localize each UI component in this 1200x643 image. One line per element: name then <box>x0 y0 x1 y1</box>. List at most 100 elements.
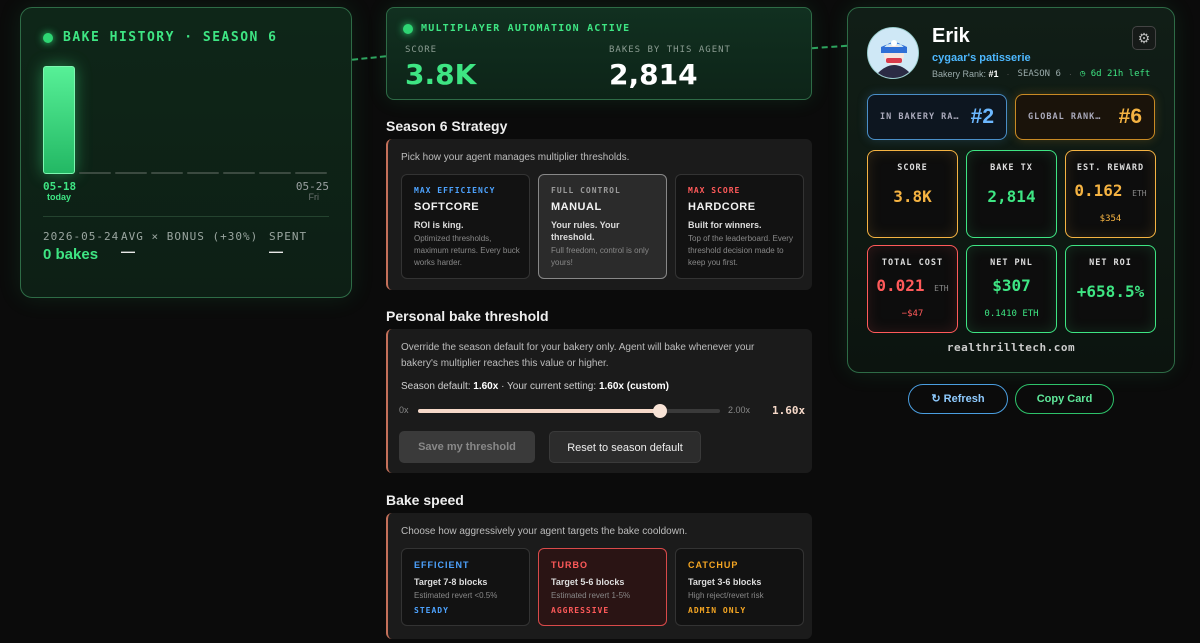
speed-option-turbo[interactable]: TURBO Target 5-6 blocks Estimated revert 1… <box>538 548 667 626</box>
score-value: 3.8K <box>405 58 477 91</box>
active-dot-icon <box>403 23 413 34</box>
option-summary: ROI is king. <box>414 220 464 230</box>
speed-title: Bake speed <box>386 492 464 508</box>
speed-tag: AGGRESSIVE <box>551 606 610 615</box>
status-dot-icon <box>43 32 53 43</box>
stat-tile-bake-tx: BAKE TX 2,814 <box>966 150 1057 238</box>
strategy-option-hardcore[interactable]: MAX SCORE HARDCORE Built for winners. Top o… <box>675 174 804 279</box>
option-summary: Built for winners. <box>688 220 762 230</box>
speed-tag: STEADY <box>414 606 449 615</box>
profile-card: Erik cygaar's patisserie Bakery Rank: #1… <box>847 7 1175 373</box>
start-date-tag: today <box>47 192 72 202</box>
stat-tile-score: SCORE 3.8K <box>867 150 958 238</box>
option-label: MAX SCORE <box>688 186 741 195</box>
speed-target: Target 3-6 blocks <box>688 577 762 587</box>
speed-panel: Choose how aggressively your agent targe… <box>386 513 812 639</box>
season-label: SEASON 6 <box>1017 69 1061 79</box>
history-bar <box>79 172 111 174</box>
tile-value-line: 2,814 <box>967 187 1056 206</box>
bakery-rank-number: #2 <box>970 105 994 128</box>
history-bar <box>295 172 327 174</box>
strategy-option-softcore[interactable]: MAX EFFICIENCY SOFTCORE ROI is king. Optimi… <box>401 174 530 279</box>
connector-right <box>811 44 848 50</box>
refresh-button[interactable]: ↻ Refresh <box>908 384 1008 414</box>
tile-value-line: 3.8K <box>868 187 957 206</box>
tile-value: 3.8K <box>893 187 932 206</box>
connector-left <box>351 55 387 61</box>
tile-sub: 0.1410 ETH <box>984 309 1039 319</box>
site-url: realthrilltech.com <box>946 341 1076 354</box>
settings-gear-icon[interactable]: ⚙ <box>1132 26 1156 50</box>
current-value: 1.60x (custom) <box>598 381 669 392</box>
slider-max-label: 2.00x <box>728 405 751 415</box>
spent-stat: SPENT — <box>269 230 307 259</box>
tile-label: EST. REWARD <box>1076 163 1145 173</box>
bakery-rank-prefix: Bakery Rank: <box>932 69 989 79</box>
option-name: SOFTCORE <box>414 201 480 213</box>
tile-value-line: 0.021 ETH <box>868 276 957 295</box>
option-summary: Your rules. Your threshold. <box>551 220 620 242</box>
history-bar <box>151 172 183 174</box>
threshold-desc: Override the season default for your bak… <box>401 342 755 369</box>
automation-card: MULTIPLAYER AUTOMATION ACTIVE SCORE 3.8K… <box>386 7 812 100</box>
bake-history-chart <box>43 66 331 174</box>
bake-history-header: BAKE HISTORY · SEASON 6 <box>43 30 278 45</box>
avg-bonus-stat: AVG × BONUS (+30%) — <box>121 230 258 259</box>
option-detail: Optimized thresholds, maximum returns. E… <box>414 234 520 267</box>
profile-meta: Bakery Rank: #1 · SEASON 6 · ◷ 6d 21h le… <box>932 69 1150 79</box>
avg-bonus-value: — <box>121 243 135 259</box>
season-timer: ◷ 6d 21h left <box>1079 69 1151 79</box>
profile-name: Erik <box>932 25 970 47</box>
speed-detail: Estimated revert 1-5% <box>551 591 631 600</box>
tile-value: +658.5% <box>1076 282 1145 301</box>
option-label: FULL CONTROL <box>551 186 621 195</box>
end-date-tag: Fri <box>308 192 320 202</box>
meta-separator: · <box>1068 69 1072 79</box>
stat-tile-total-cost: TOTAL COST 0.021 ETH −$47 <box>867 245 958 333</box>
tile-label: NET PNL <box>990 258 1033 268</box>
threshold-title: Personal bake threshold <box>386 308 549 324</box>
threshold-slider[interactable] <box>418 404 720 418</box>
global-rank-badge: GLOBAL RANK… #6 <box>1015 94 1155 140</box>
tile-label: BAKE TX <box>990 163 1033 173</box>
speed-name: EFFICIENT <box>414 560 470 570</box>
tile-unit: ETH <box>1132 189 1147 198</box>
reset-default-button[interactable]: Reset to season default <box>549 431 701 463</box>
speed-detail: Estimated revert <0.5% <box>414 591 498 600</box>
option-detail: Top of the leaderboard. Every threshold … <box>688 234 793 267</box>
speed-target: Target 5-6 blocks <box>551 577 625 587</box>
tile-value: $307 <box>992 276 1031 295</box>
bakery-rank-text: Bakery Rank: #1 <box>932 69 999 79</box>
day-stat-value: 0 bakes <box>43 246 99 263</box>
tile-label: NET ROI <box>1089 258 1132 268</box>
end-date-label: 05-25 <box>295 180 329 193</box>
copy-card-button[interactable]: Copy Card <box>1015 384 1114 414</box>
speed-desc: Choose how aggressively your agent targe… <box>401 526 688 537</box>
save-threshold-button[interactable]: Save my threshold <box>399 431 535 463</box>
avatar <box>867 27 919 79</box>
bakery-name[interactable]: cygaar's patisserie <box>932 52 1031 64</box>
option-name: HARDCORE <box>688 201 756 213</box>
default-prefix: Season default: <box>401 381 474 392</box>
history-bar <box>223 172 255 174</box>
day-stat-label: 2026-05-24 <box>43 230 120 243</box>
threshold-setting-line: Season default: 1.60x · Your current set… <box>401 379 669 395</box>
strategy-option-manual[interactable]: FULL CONTROL MANUAL Your rules. Your thres… <box>538 174 667 279</box>
strategy-panel: Pick how your agent manages multiplier t… <box>386 139 812 290</box>
slider-handle[interactable] <box>652 404 667 418</box>
speed-option-catchup[interactable]: CATCHUP Target 3-6 blocks High reject/reve… <box>675 548 804 626</box>
speed-target: Target 7-8 blocks <box>414 577 488 587</box>
automation-header: MULTIPLAYER AUTOMATION ACTIVE <box>403 23 630 34</box>
current-prefix: · Your current setting: <box>498 381 599 392</box>
tile-label: SCORE <box>897 163 928 173</box>
tile-value-line: +658.5% <box>1066 282 1155 301</box>
option-label: MAX EFFICIENCY <box>414 186 496 195</box>
option-name: MANUAL <box>551 201 602 213</box>
speed-option-efficient[interactable]: EFFICIENT Target 7-8 blocks Estimated reve… <box>401 548 530 626</box>
bake-history-title: BAKE HISTORY · SEASON 6 <box>63 30 278 45</box>
speed-detail: High reject/revert risk <box>688 591 764 600</box>
speed-tag: ADMIN ONLY <box>688 606 747 615</box>
strategy-title: Season 6 Strategy <box>386 118 508 134</box>
start-date-label: 05-18 <box>43 180 77 193</box>
avg-bonus-label: AVG × BONUS (+30%) <box>121 230 259 243</box>
